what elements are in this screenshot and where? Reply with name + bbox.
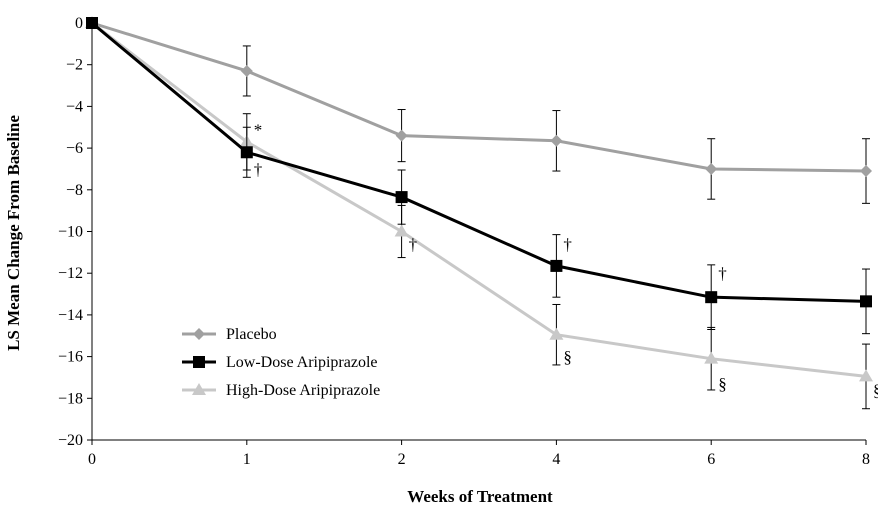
y-tick-label: −8: [66, 182, 83, 199]
data-point: [549, 327, 564, 340]
x-tick-label: 1: [243, 451, 251, 468]
data-point: [240, 64, 253, 77]
legend-entry: Placebo: [182, 326, 277, 343]
annotations: * † † † § † § §: [254, 120, 878, 400]
x-tick-label: 8: [862, 451, 870, 468]
significance-mark: §: [873, 381, 878, 400]
series-line: [91, 21, 867, 303]
legend-label: High-Dose Aripiprazole: [226, 382, 380, 399]
data-point: [550, 259, 563, 272]
legend-marker: [193, 328, 205, 340]
y-tick-label: −6: [66, 140, 83, 157]
significance-mark: †: [563, 235, 572, 254]
y-tick-label: −4: [66, 98, 83, 115]
data-point: [860, 165, 872, 178]
x-tick-label: 6: [707, 451, 715, 468]
data-point: [395, 129, 408, 142]
y-axis-title: LS Mean Change From Baseline: [4, 115, 23, 351]
y-tick-label: −10: [58, 224, 83, 241]
significance-mark: §: [563, 348, 572, 367]
legend-entry: High-Dose Aripiprazole: [182, 382, 380, 399]
series-placebo: [86, 17, 872, 204]
data-point: [704, 351, 719, 364]
data-point: [859, 369, 873, 382]
x-tick-label: 0: [88, 451, 96, 468]
series-line: [91, 21, 867, 173]
y-tick-label: −2: [66, 57, 83, 74]
y-tick-label: −12: [58, 265, 83, 282]
x-tick-label: 2: [398, 451, 406, 468]
series-high-dose-aripiprazole: [85, 16, 873, 410]
x-axis-title: Weeks of Treatment: [407, 487, 553, 506]
axes: 0 −2 −4 −6 −8 −10 −12 −14 −16 −18 −20 0 1 2 4 6 8: [58, 15, 870, 468]
y-tick-label: −16: [58, 349, 83, 366]
y-tick-label: 0: [75, 15, 83, 32]
legend-label: Placebo: [226, 326, 277, 343]
legend: Placebo Low-Dose Aripiprazole High-Dose Ar…: [182, 326, 380, 399]
legend-marker: [193, 356, 205, 368]
y-tick-label: −20: [58, 432, 83, 449]
data-point: [395, 191, 408, 204]
significance-mark: †: [718, 264, 727, 283]
data-point: [550, 134, 563, 147]
data-point: [705, 291, 718, 304]
data-point: [394, 224, 409, 237]
significance-mark: §: [718, 375, 727, 394]
legend-entry: Low-Dose Aripiprazole: [182, 354, 378, 371]
significance-mark: †: [254, 160, 262, 179]
legend-marker: [192, 383, 206, 395]
data-point: [240, 146, 253, 159]
x-tick-label: 4: [552, 451, 560, 468]
significance-mark: †: [409, 235, 418, 254]
data-point: [86, 17, 98, 29]
data-point: [705, 162, 718, 175]
series-line: [91, 21, 867, 378]
y-tick-label: −18: [58, 390, 83, 407]
significance-mark: *: [254, 120, 262, 139]
data-point: [860, 295, 872, 308]
legend-label: Low-Dose Aripiprazole: [226, 354, 378, 371]
y-ticks: 0 −2 −4 −6 −8 −10 −12 −14 −16 −18 −20: [58, 15, 92, 449]
series-low-dose-aripiprazole: [86, 17, 872, 335]
plot-area: [85, 16, 873, 410]
y-tick-label: −14: [58, 307, 83, 324]
x-ticks: 0 1 2 4 6 8: [88, 440, 870, 468]
